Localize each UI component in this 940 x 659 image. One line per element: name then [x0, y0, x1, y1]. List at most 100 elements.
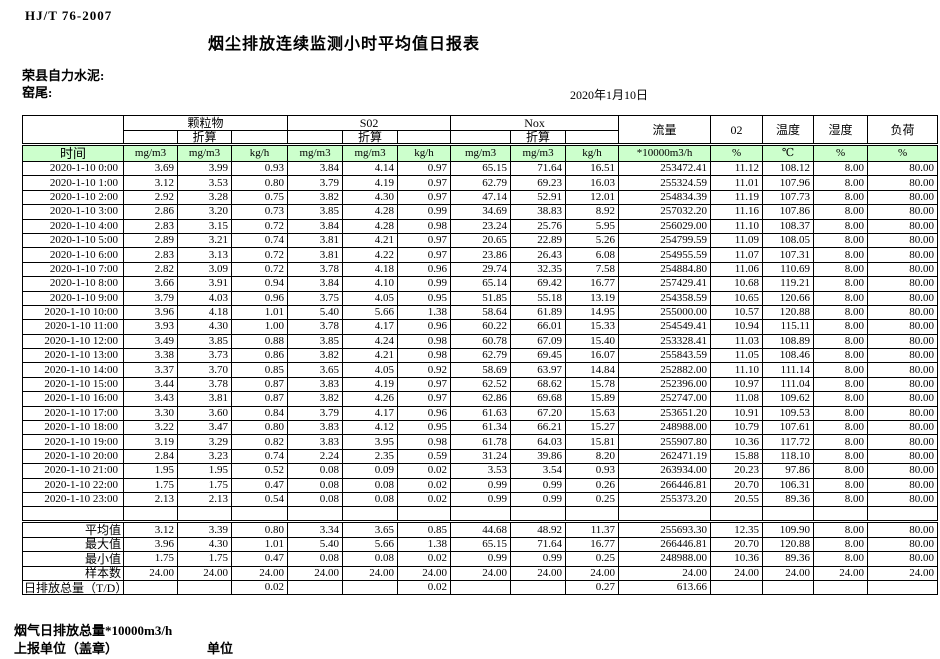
value-cell: 8.00 [813, 448, 869, 465]
company-name: 荣县自力水泥: [22, 68, 105, 83]
table-row: 2020-1-10 16:00 3.43 3.81 0.87 3.82 4.26 0.97 6… [22, 391, 939, 407]
summary-row: 最小值 1.75 1.75 0.47 0.08 0.08 0.02 0.99 0.99 0.25 2… [22, 551, 939, 567]
value-cell: 0.92 [397, 362, 452, 378]
header-spacer-cell [287, 130, 344, 145]
value-cell: 266446.81 [618, 477, 712, 493]
time-cell: 2020-1-10 17:00 [22, 405, 124, 422]
table-row: 2020-1-10 3:00 2.86 3.20 0.73 3.85 4.28 0.99 34… [22, 204, 939, 220]
value-cell: 3.82 [287, 189, 344, 206]
value-cell: 60.22 [450, 319, 512, 335]
value-cell: 3.79 [123, 290, 178, 306]
standard-code: HJ/T 76-2007 [25, 8, 113, 23]
summary-label: 日排放总量（T/D） [22, 579, 124, 596]
value-cell: 11.16 [710, 204, 764, 220]
value-cell: 3.15 [177, 218, 232, 234]
value-cell: 3.12 [123, 520, 178, 538]
value-cell: 0.47 [230, 477, 289, 493]
spacer-cell [342, 506, 399, 523]
value-cell: 66.21 [510, 420, 567, 436]
value-cell: 0.96 [230, 290, 289, 306]
value-cell: 3.34 [287, 520, 344, 538]
value-cell: 24.00 [123, 565, 178, 581]
value-cell: 63.97 [510, 362, 567, 378]
value-cell: 80.00 [867, 232, 939, 249]
value-cell: 6.08 [565, 247, 620, 263]
value-cell: 80.00 [867, 319, 939, 335]
value-cell: 80.00 [867, 463, 939, 479]
value-cell: 0.99 [397, 276, 452, 292]
value-cell: 2.83 [123, 218, 178, 234]
value-cell: 23.86 [450, 247, 512, 263]
value-cell: 4.05 [342, 290, 399, 306]
time-cell: 2020-1-10 20:00 [22, 448, 124, 465]
time-cell: 2020-1-10 13:00 [22, 348, 124, 364]
value-cell: 3.21 [177, 232, 232, 249]
value-cell: 15.78 [565, 376, 620, 393]
value-cell: 3.49 [123, 333, 178, 350]
value-cell: 20.70 [710, 536, 764, 553]
spacer-cell [710, 506, 764, 523]
summary-row: 平均值 3.12 3.39 0.80 3.34 3.65 0.85 44.68 48.92 11.… [22, 520, 939, 538]
value-cell: 5.40 [287, 304, 344, 321]
value-cell: 0.98 [397, 218, 452, 234]
value-cell: 3.30 [123, 405, 178, 422]
unit-header-cell: % [710, 143, 764, 162]
value-cell: 255843.59 [618, 348, 712, 364]
value-cell: 24.00 [397, 565, 452, 581]
value-cell: 0.02 [397, 579, 452, 596]
value-cell: 80.00 [867, 290, 939, 306]
value-cell: 108.46 [762, 348, 815, 364]
time-cell: 2020-1-10 12:00 [22, 333, 124, 350]
value-cell: 0.98 [397, 434, 452, 450]
value-cell: 80.00 [867, 348, 939, 364]
value-cell: 108.89 [762, 333, 815, 350]
value-cell: 80.00 [867, 261, 939, 278]
value-cell: 51.85 [450, 290, 512, 306]
time-cell: 2020-1-10 6:00 [22, 247, 124, 263]
value-cell: 4.28 [342, 218, 399, 234]
value-cell: 4.18 [342, 261, 399, 278]
table-row: 2020-1-10 11:00 3.93 4.30 1.00 3.78 4.17 0.96 6… [22, 319, 939, 335]
value-cell: 0.97 [397, 175, 452, 191]
value-cell: 8.92 [565, 204, 620, 220]
value-cell: 5.26 [565, 232, 620, 249]
value-cell: 257429.41 [618, 276, 712, 292]
table-row: 2020-1-10 6:00 2.83 3.13 0.72 3.81 4.22 0.97 23… [22, 247, 939, 263]
header-converted-row: 折算 折算 折算 [23, 130, 938, 145]
value-cell: 0.99 [510, 491, 567, 508]
spacer-cell [177, 506, 232, 523]
value-cell: 255324.59 [618, 175, 712, 191]
value-cell: 0.08 [342, 551, 399, 567]
value-cell: 262471.19 [618, 448, 712, 465]
value-cell: 38.83 [510, 204, 567, 220]
value-cell: 120.88 [762, 536, 815, 553]
value-cell: 0.85 [230, 362, 289, 378]
value-cell: 3.65 [287, 362, 344, 378]
value-cell: 0.25 [565, 491, 620, 508]
value-cell: 0.02 [397, 463, 452, 479]
table-row: 2020-1-10 13:00 3.38 3.73 0.86 3.82 4.21 0.98 6… [22, 348, 939, 364]
value-cell: 25.76 [510, 218, 567, 234]
value-cell: 80.00 [867, 333, 939, 350]
spacer-cell [510, 506, 567, 523]
value-cell: 0.74 [230, 448, 289, 465]
spacer-cell [450, 506, 512, 523]
value-cell: 67.09 [510, 333, 567, 350]
value-cell: 111.14 [762, 362, 815, 378]
value-cell: 4.30 [342, 189, 399, 206]
value-cell: 0.08 [342, 477, 399, 493]
value-cell: 24.00 [342, 565, 399, 581]
value-cell: 67.20 [510, 405, 567, 422]
value-cell: 119.21 [762, 276, 815, 292]
value-cell: 254358.59 [618, 290, 712, 306]
value-cell: 80.00 [867, 276, 939, 292]
value-cell: 5.66 [342, 536, 399, 553]
value-cell: 3.96 [123, 536, 178, 553]
value-cell: 24.00 [450, 565, 512, 581]
value-cell: 0.97 [397, 391, 452, 407]
value-cell [867, 579, 939, 596]
value-cell: 4.19 [342, 175, 399, 191]
value-cell: 16.03 [565, 175, 620, 191]
value-cell: 80.00 [867, 405, 939, 422]
